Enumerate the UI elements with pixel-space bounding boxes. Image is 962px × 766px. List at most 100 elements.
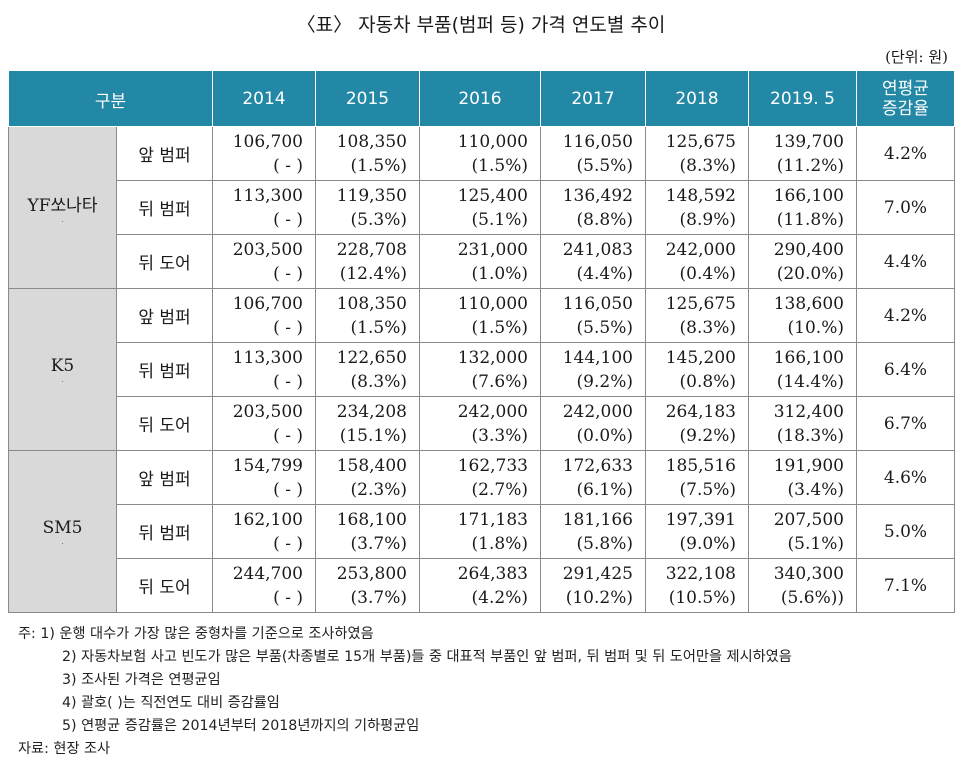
unit-label: (단위: 원)	[885, 48, 948, 66]
part-label: 뒤 도어	[116, 234, 213, 289]
price-value: 290,400	[773, 239, 844, 260]
price-value: 172,633	[562, 455, 633, 476]
table-row: 뒤 범퍼 113,300 ( - ) 119,350 (5.3%) 125,400 (5.1…	[9, 180, 955, 235]
price-value: 231,000	[457, 239, 528, 260]
price-value: 166,100	[773, 185, 844, 206]
price-change: (5.3%)	[350, 209, 407, 230]
price-cell: 340,300 (5.6%))	[748, 558, 857, 613]
price-cell: 234,208 (15.1%)	[315, 396, 420, 451]
price-value: 264,383	[457, 563, 528, 584]
price-change: ( - )	[273, 587, 303, 608]
price-change: (8.3%)	[350, 371, 407, 392]
price-cell: 264,183 (9.2%)	[645, 396, 749, 451]
price-change: (5.5%)	[576, 317, 633, 338]
price-change: ( - )	[273, 371, 303, 392]
part-label: 앞 범퍼	[116, 126, 213, 181]
table-row: 뒤 도어 244,700 ( - ) 253,800 (3.7%) 264,383 (4.2…	[9, 558, 955, 613]
price-value: 207,500	[773, 509, 844, 530]
header-row: 구분 2014 2015 2016 2017 2018 2019. 5 연평균 …	[8, 71, 955, 127]
price-cell: 110,000 (1.5%)	[419, 288, 541, 343]
price-value: 144,100	[562, 347, 633, 368]
price-value: 228,708	[336, 239, 407, 260]
price-change: (15.1%)	[339, 425, 407, 446]
header-year: 2018	[645, 71, 749, 127]
price-change: (5.1%)	[471, 209, 528, 230]
price-value: 132,000	[457, 347, 528, 368]
price-value: 154,799	[232, 455, 303, 476]
price-value: 185,516	[665, 455, 736, 476]
price-cell: 113,300 ( - )	[212, 342, 316, 397]
header-year: 2019. 5	[748, 71, 857, 127]
group-label: YF쏘나타.	[8, 126, 117, 289]
price-change: ( - )	[273, 209, 303, 230]
price-change: ( - )	[273, 425, 303, 446]
price-value: 139,700	[773, 131, 844, 152]
price-cell: 172,633 (6.1%)	[540, 450, 646, 505]
price-change: (10.2%)	[565, 587, 633, 608]
group-dot: .	[61, 537, 64, 546]
price-value: 113,300	[232, 185, 303, 206]
price-change: (9.2%)	[679, 425, 736, 446]
price-cell: 108,350 (1.5%)	[315, 126, 420, 181]
price-value: 168,100	[336, 509, 407, 530]
price-cell: 231,000 (1.0%)	[419, 234, 541, 289]
price-cell: 191,900 (3.4%)	[748, 450, 857, 505]
part-label: 뒤 도어	[116, 396, 213, 451]
price-change: (3.7%)	[350, 533, 407, 554]
price-change: (8.3%)	[679, 317, 736, 338]
price-value: 244,700	[232, 563, 303, 584]
price-change: (20.0%)	[776, 263, 844, 284]
price-change: (3.4%)	[787, 479, 844, 500]
price-value: 241,083	[562, 239, 633, 260]
price-value: 242,000	[562, 401, 633, 422]
price-cell: 291,425 (10.2%)	[540, 558, 646, 613]
price-cell: 242,000 (3.3%)	[419, 396, 541, 451]
price-change: (4.2%)	[471, 587, 528, 608]
price-cell: 106,700 ( - )	[212, 126, 316, 181]
price-value: 322,108	[665, 563, 736, 584]
table-row: 뒤 범퍼 113,300 ( - ) 122,650 (8.3%) 132,000 (7.6…	[9, 342, 955, 397]
price-value: 166,100	[773, 347, 844, 368]
price-cell: 244,700 ( - )	[212, 558, 316, 613]
price-value: 234,208	[336, 401, 407, 422]
price-value: 110,000	[457, 131, 528, 152]
price-cell: 110,000 (1.5%)	[419, 126, 541, 181]
header-year: 2015	[315, 71, 420, 127]
price-cell: 171,183 (1.8%)	[419, 504, 541, 559]
price-change: (8.8%)	[576, 209, 633, 230]
annual-rate: 4.2%	[856, 288, 955, 343]
price-cell: 166,100 (11.8%)	[748, 180, 857, 235]
price-cell: 162,733 (2.7%)	[419, 450, 541, 505]
price-change: (1.0%)	[471, 263, 528, 284]
header-category: 구분	[8, 71, 213, 127]
header-year: 2014	[212, 71, 316, 127]
price-cell: 138,600 (10.%)	[748, 288, 857, 343]
part-label: 앞 범퍼	[116, 450, 213, 505]
annual-rate: 4.6%	[856, 450, 955, 505]
price-value: 253,800	[336, 563, 407, 584]
price-cell: 108,350 (1.5%)	[315, 288, 420, 343]
price-change: ( - )	[273, 479, 303, 500]
table-row: SM5. 앞 범퍼 154,799( - ) 158,400 (2.3%) 162,733…	[8, 450, 955, 613]
price-change: (8.9%)	[679, 209, 736, 230]
price-change: (1.5%)	[350, 155, 407, 176]
price-change: (7.5%)	[679, 479, 736, 500]
price-value: 181,166	[562, 509, 633, 530]
price-value: 108,350	[336, 293, 407, 314]
price-change: ( - )	[273, 263, 303, 284]
price-change: (5.1%)	[787, 533, 844, 554]
header-year: 2017	[540, 71, 646, 127]
price-cell: 197,391 (9.0%)	[645, 504, 749, 559]
price-value: 148,592	[665, 185, 736, 206]
source-note: 자료: 현장 조사	[18, 741, 111, 757]
price-table: 구분 2014 2015 2016 2017 2018 2019. 5 연평균 …	[8, 71, 955, 613]
price-change: (1.8%)	[471, 533, 528, 554]
price-cell: 264,383 (4.2%)	[419, 558, 541, 613]
price-value: 116,050	[562, 293, 633, 314]
price-cell: 132,000 (7.6%)	[419, 342, 541, 397]
price-value: 125,400	[457, 185, 528, 206]
annual-rate: 7.0%	[856, 180, 955, 235]
price-value: 291,425	[562, 563, 633, 584]
price-value: 110,000	[457, 293, 528, 314]
price-cell: 136,492 (8.8%)	[540, 180, 646, 235]
